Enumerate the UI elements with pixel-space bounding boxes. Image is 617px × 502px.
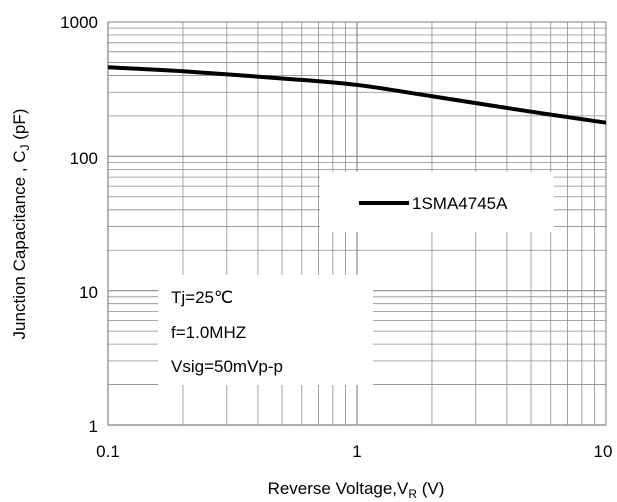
y-tick-label-100: 100: [70, 149, 98, 168]
y-tick-label-1000: 1000: [60, 13, 98, 32]
annotation-frequency: f=1.0MHZ: [171, 323, 246, 342]
legend-label: 1SMA4745A: [412, 194, 508, 213]
y-tick-label-1: 1: [89, 417, 98, 436]
y-axis-title-main: Junction Capacitance , C: [10, 150, 29, 339]
plot-frame: [107, 21, 607, 426]
series-layer: [107, 65, 607, 125]
y-axis-title-subscript: J: [18, 144, 32, 150]
y-tick-label-10: 10: [79, 283, 98, 302]
x-axis-title-subscript: R: [408, 487, 417, 501]
x-tick-label-0.1: 0.1: [96, 442, 120, 461]
x-tick-label-10: 10: [594, 442, 613, 461]
conditions-box: [158, 275, 373, 385]
y-axis-title: Junction Capacitance , CJ (pF): [10, 109, 32, 340]
y-axis-title-unit: (pF): [10, 109, 29, 145]
annotation-tj: Tj=25℃: [171, 288, 233, 307]
annotation-vsig: Vsig=50mVp-p: [171, 357, 283, 376]
x-axis-title-main: Reverse Voltage,V: [268, 479, 409, 498]
series-line-0: [107, 65, 607, 125]
x-tick-label-1: 1: [352, 442, 361, 461]
x-axis-title-unit: (V): [417, 479, 444, 498]
x-axis-title: Reverse Voltage,VR (V): [268, 479, 445, 501]
